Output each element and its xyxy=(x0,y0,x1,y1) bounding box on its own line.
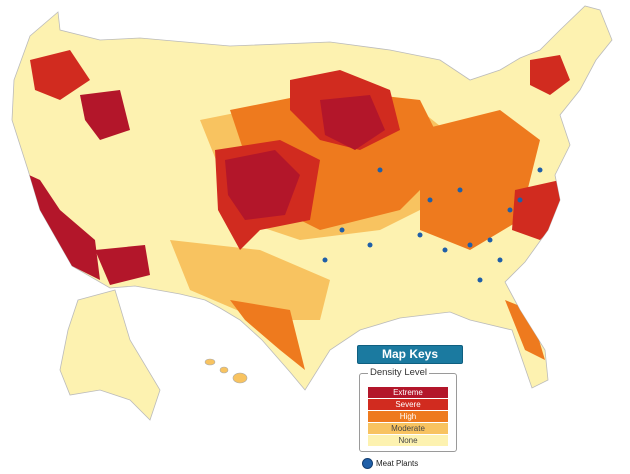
region-extreme-california xyxy=(18,170,100,280)
region-severe-carolina xyxy=(512,180,570,240)
region-severe-northeast xyxy=(530,55,570,95)
region-extreme-kansas xyxy=(225,150,300,220)
swatch-extreme: Extreme xyxy=(368,387,448,399)
alaska xyxy=(59,289,161,421)
map-legend: Map Keys Density Level Extreme Severe Hi… xyxy=(357,345,463,452)
swatch-severe: Severe xyxy=(368,399,448,411)
region-high-east xyxy=(420,110,540,250)
region-high-texas xyxy=(230,300,305,370)
hawaii xyxy=(204,358,248,384)
region-high-south xyxy=(170,240,330,320)
swatch-none: None xyxy=(368,435,448,447)
swatch-high: High xyxy=(368,411,448,423)
region-extreme-idaho xyxy=(80,90,130,140)
legend-title: Map Keys xyxy=(357,345,463,364)
region-severe-west xyxy=(30,50,90,100)
swatch-moderate: Moderate xyxy=(368,423,448,435)
region-high-florida xyxy=(505,300,545,360)
meat-plant-markers xyxy=(322,167,543,283)
legend-subtitle: Density Level xyxy=(368,367,430,378)
density-regions xyxy=(18,50,570,370)
meat-plants-legend: Meat Plants xyxy=(362,458,418,469)
meat-plants-label: Meat Plants xyxy=(376,459,419,468)
region-extreme-iowa xyxy=(320,95,385,150)
region-extreme-southwest xyxy=(95,245,150,285)
meat-plant-marker-icon xyxy=(362,458,373,469)
legend-box: Density Level Extreme Severe High Modera… xyxy=(359,367,457,452)
